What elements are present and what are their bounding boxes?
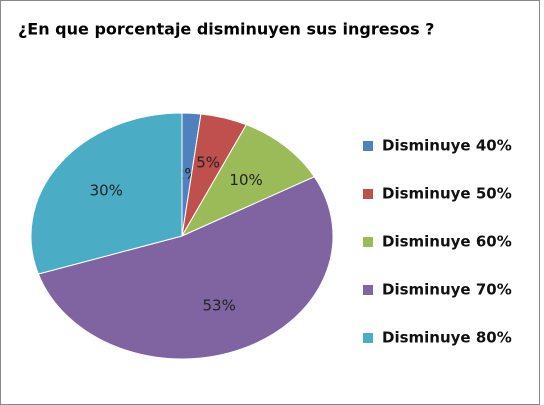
pie-slice	[180, 124, 316, 238]
legend-label: Disminuye 70%	[382, 281, 512, 299]
data-label: 30%	[90, 182, 123, 200]
pie-slice	[30, 112, 183, 275]
chart-title: ¿En que porcentaje disminuyen sus ingres…	[18, 20, 434, 39]
legend-swatch	[363, 237, 373, 247]
data-label: 10%	[229, 171, 262, 189]
legend-label: Disminuye 80%	[382, 329, 512, 347]
pie-slice	[37, 176, 334, 360]
legend-swatch	[363, 285, 373, 295]
legend-swatch	[363, 189, 373, 199]
legend-label: Disminuye 60%	[382, 233, 512, 251]
legend-label: Disminuye 50%	[382, 185, 512, 203]
legend-label: Disminuye 40%	[382, 137, 512, 155]
legend-swatch	[363, 333, 373, 343]
data-label: 5%	[196, 153, 220, 171]
legend-swatch	[363, 141, 373, 151]
data-label: 53%	[203, 296, 236, 314]
